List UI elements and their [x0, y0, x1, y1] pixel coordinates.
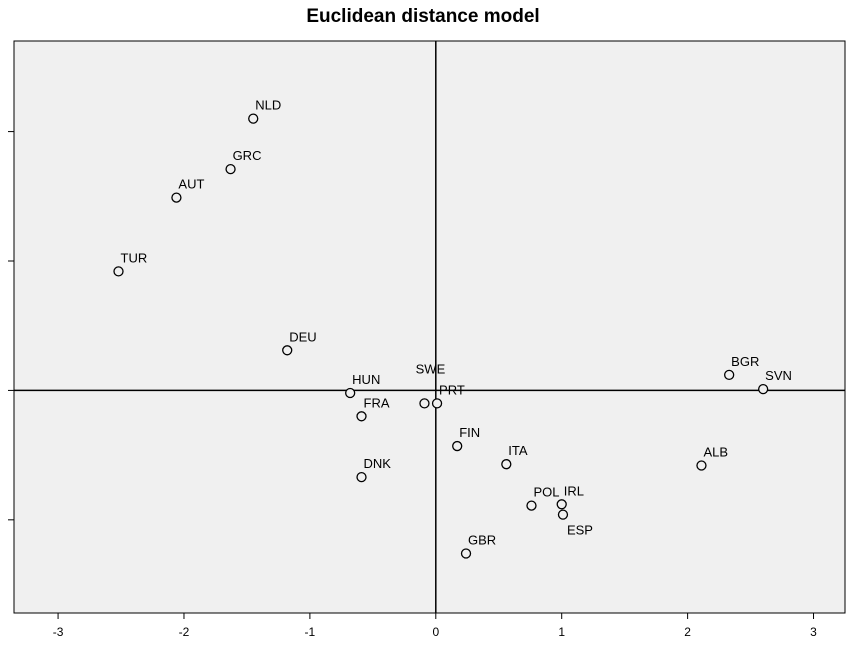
data-point	[526, 500, 537, 511]
y-axis-ticks	[8, 131, 14, 521]
point-label: PRT	[439, 382, 465, 397]
data-point	[557, 509, 569, 520]
point-label: ESP	[567, 523, 593, 538]
data-point	[460, 548, 472, 559]
chart-title: Euclidean distance model	[306, 6, 540, 27]
x-axis-ticks: -3 -2 -1 0 1 2 3	[53, 613, 817, 639]
point-label: GBR	[468, 532, 496, 547]
data-point	[501, 459, 512, 470]
data-point	[724, 369, 735, 381]
point-label: IRL	[564, 483, 584, 498]
data-point	[758, 383, 769, 395]
point-label: DNK	[364, 456, 392, 471]
data-point	[248, 113, 259, 124]
point-label: AUT	[178, 177, 204, 192]
x-tick-label: -2	[179, 625, 190, 639]
data-point	[696, 460, 707, 471]
data-point	[452, 440, 463, 452]
x-tick-label: 3	[810, 625, 817, 639]
point-label: FRA	[364, 395, 390, 410]
point-label: BGR	[731, 354, 759, 369]
point-label: DEU	[289, 329, 316, 344]
data-point	[419, 398, 430, 409]
x-tick-label: -3	[53, 625, 64, 639]
plot-area	[13, 40, 846, 614]
point-label: SWE	[416, 361, 446, 376]
data-point	[356, 411, 367, 422]
x-tick-label: 1	[558, 625, 565, 639]
data-point	[171, 192, 182, 203]
data-point	[225, 163, 236, 175]
point-label: TUR	[121, 250, 148, 265]
data-point	[356, 471, 367, 483]
point-label: HUN	[352, 372, 380, 387]
point-label: GRC	[233, 148, 262, 163]
data-point	[556, 499, 567, 510]
x-tick-label: 0	[432, 625, 439, 639]
point-label: SVN	[765, 368, 792, 383]
data-point	[113, 266, 124, 277]
data-point	[282, 345, 293, 356]
point-label: ALB	[703, 444, 728, 459]
x-tick-label: 2	[684, 625, 691, 639]
data-point	[345, 387, 356, 399]
point-label: ITA	[508, 443, 528, 458]
x-tick-label: -1	[305, 625, 316, 639]
data-point	[431, 398, 443, 409]
point-label: POL	[533, 485, 559, 500]
point-label: FIN	[459, 425, 480, 440]
data-points: NLD GRC AUT TUR DEU HUN FRA SWE PRT FIN ITA DNK POL I…	[113, 98, 792, 559]
point-label: NLD	[255, 98, 281, 113]
